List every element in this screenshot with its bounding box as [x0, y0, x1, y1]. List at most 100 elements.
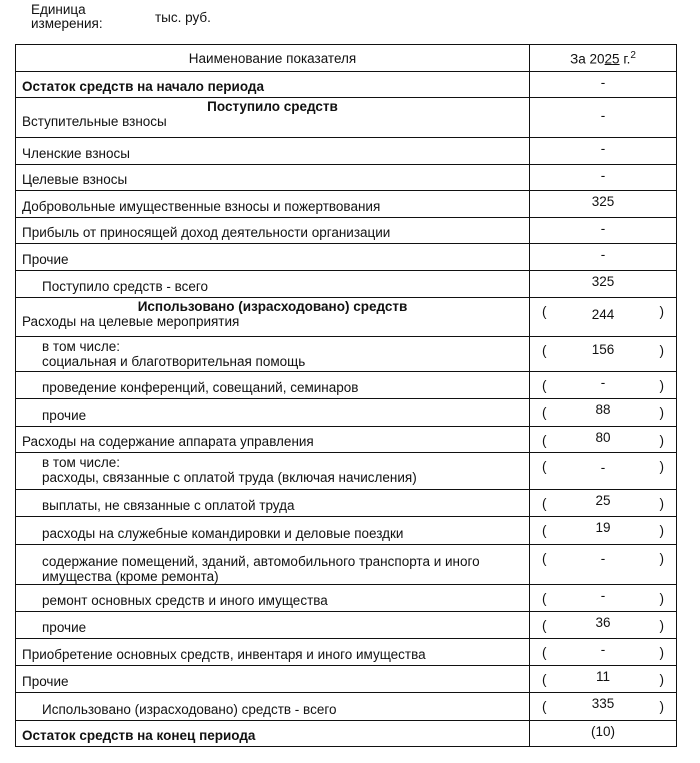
table-row: Прибыль от приносящей доход деятельности…	[15, 217, 677, 244]
row-value: 80	[595, 430, 611, 445]
row-value: -	[600, 75, 606, 90]
row-label: Использовано (израсходовано) средств - в…	[42, 702, 337, 717]
row-label-cell: Поступило средств Вступительные взносы	[15, 97, 530, 138]
row-label: Остаток средств на конец периода	[22, 728, 256, 743]
row-value: -	[600, 108, 606, 123]
open-paren: (	[542, 459, 547, 474]
close-paren: )	[659, 551, 665, 566]
open-paren: (	[542, 672, 547, 687]
open-paren: (	[542, 378, 547, 393]
unit-value: тыс. руб.	[155, 10, 211, 25]
row-value-cell: -	[529, 217, 677, 244]
table-row: Прочие -	[15, 243, 677, 271]
row-label-cell: Остаток средств на конец периода	[15, 720, 530, 747]
table-row: выплаты, не связанные с оплатой труда (25…	[15, 489, 677, 517]
close-paren: )	[659, 343, 665, 358]
open-paren: (	[542, 304, 547, 319]
table-row: Добровольные имущественные взносы и поже…	[15, 190, 677, 218]
close-paren: )	[659, 378, 665, 393]
row-value: -	[600, 551, 606, 566]
table-row: прочие (36)	[15, 611, 677, 639]
row-value: -	[600, 168, 606, 183]
table-row: Использовано (израсходовано) средств - в…	[15, 692, 677, 721]
row-label-cell: Целевые взносы	[15, 164, 530, 191]
period-prefix: За 20	[570, 51, 605, 67]
row-label: Остаток средств на начало периода	[22, 79, 264, 94]
close-paren: )	[659, 672, 665, 687]
row-label: Прочие	[22, 252, 69, 267]
table-row: Использовано (израсходовано) средств Расх…	[15, 297, 677, 337]
open-paren: (	[542, 551, 547, 566]
row-label: Прочие	[22, 674, 69, 689]
open-paren: (	[542, 523, 547, 538]
row-value-cell: (156)	[529, 336, 677, 372]
row-label-cell: Остаток средств на начало периода	[15, 71, 530, 98]
row-value: 325	[591, 274, 615, 289]
table-row: Остаток средств на начало периода -	[15, 71, 677, 98]
period-suffix: г.	[619, 51, 631, 67]
row-label-cell: Расходы на содержание аппарата управлени…	[15, 426, 530, 453]
table-row: Поступило средств Вступительные взносы -	[15, 97, 677, 138]
open-paren: (	[542, 343, 547, 358]
row-value-cell: (10)	[529, 720, 677, 747]
row-value-cell: (80)	[529, 426, 677, 453]
column-header-name: Наименование показателя	[15, 44, 530, 72]
table-row: Расходы на содержание аппарата управлени…	[15, 426, 677, 453]
close-paren: )	[659, 699, 665, 714]
open-paren: (	[542, 645, 547, 660]
row-label-cell: расходы на служебные командировки и дело…	[15, 516, 530, 545]
footnote-mark: 2	[630, 49, 636, 61]
row-label: Поступило средств - всего	[42, 279, 209, 294]
row-value-cell: (-)	[529, 371, 677, 399]
row-label-cell: в том числе: расходы, связанные с оплатой…	[15, 452, 530, 490]
table-row: содержание помещений, зданий, автомобиль…	[15, 544, 677, 585]
close-paren: )	[659, 496, 665, 511]
row-value-cell: (19)	[529, 516, 677, 545]
row-label: социальная и благотворительная помощь	[42, 354, 306, 369]
row-label-cell: Поступило средств - всего	[15, 270, 530, 298]
row-value: 11	[595, 669, 610, 684]
table-row: Прочие (11)	[15, 665, 677, 693]
row-value-cell: (36)	[529, 611, 677, 639]
unit-label-line2: измерения:	[31, 16, 103, 31]
row-label-cell: в том числе: социальная и благотворительн…	[15, 336, 530, 372]
row-value-cell: 325	[529, 190, 677, 218]
open-paren: (	[542, 433, 547, 448]
open-paren: (	[542, 618, 547, 633]
row-prefix: в том числе:	[42, 455, 120, 470]
table-row: ремонт основных средств и иного имуществ…	[15, 584, 677, 612]
row-label: выплаты, не связанные с оплатой труда	[42, 498, 295, 513]
row-label-cell: Членские взносы	[15, 137, 530, 165]
row-value-cell: (244)	[529, 297, 677, 337]
row-value-cell: -	[529, 137, 677, 165]
unit-label: Единица измерения:	[31, 3, 103, 31]
close-paren: )	[659, 304, 665, 319]
section-heading: Использовано (израсходовано) средств	[137, 299, 408, 314]
row-value: 25	[595, 493, 611, 508]
row-value: -	[600, 588, 606, 603]
unit-label-line1: Единица	[31, 2, 86, 17]
row-value-cell: -	[529, 97, 677, 138]
row-value-cell: 325	[529, 270, 677, 298]
row-value-cell: -	[529, 243, 677, 271]
table-row: Целевые взносы -	[15, 164, 677, 191]
row-value-cell: (-)	[529, 452, 677, 490]
row-value-cell: (25)	[529, 489, 677, 517]
row-label: проведение конференций, совещаний, семин…	[42, 380, 359, 395]
table-row: прочие (88)	[15, 398, 677, 427]
row-value: -	[600, 247, 606, 262]
row-value: 244	[591, 307, 615, 322]
open-paren: (	[542, 496, 547, 511]
row-value-cell: (88)	[529, 398, 677, 427]
row-label: ремонт основных средств и иного имуществ…	[42, 593, 328, 608]
row-label-cell: Добровольные имущественные взносы и поже…	[15, 190, 530, 218]
row-label: Приобретение основных средств, инвентаря…	[22, 647, 426, 662]
row-value: (10)	[590, 724, 615, 739]
section-heading: Поступило средств	[207, 99, 338, 114]
row-value-cell: -	[529, 164, 677, 191]
close-paren: )	[659, 645, 665, 660]
row-label-cell: Использовано (израсходовано) средств - в…	[15, 692, 530, 721]
row-value-cell: ( -)	[529, 544, 677, 585]
row-label: Целевые взносы	[22, 172, 128, 187]
row-value: 88	[595, 402, 611, 417]
